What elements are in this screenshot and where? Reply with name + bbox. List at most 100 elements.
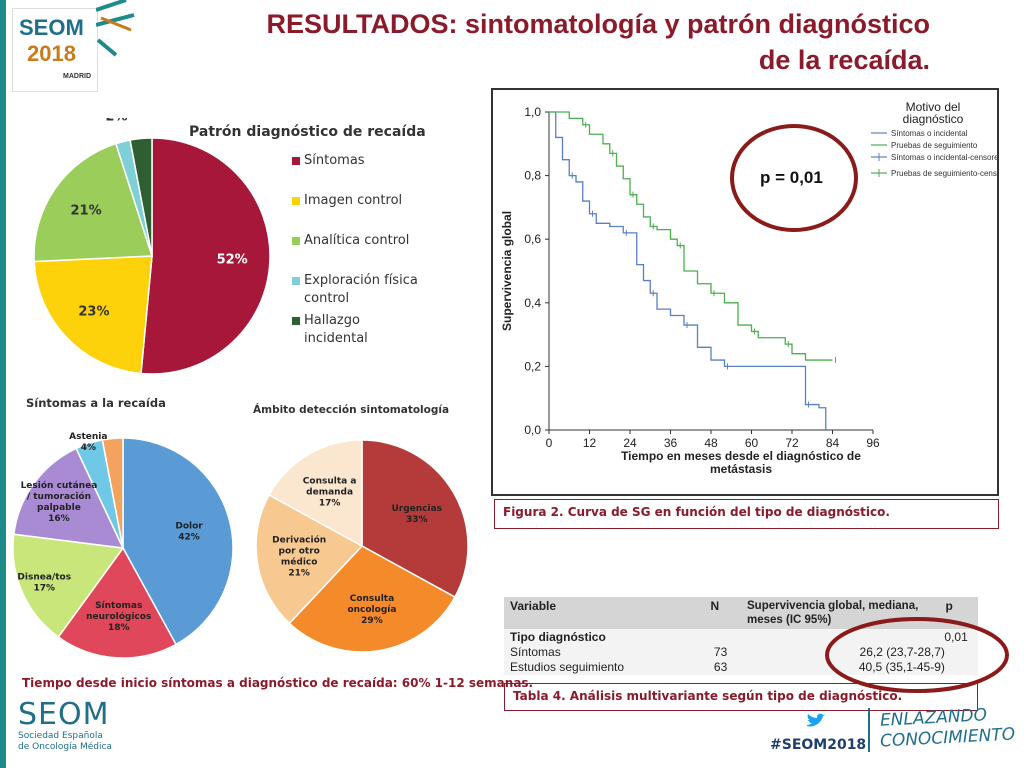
- km-line-sintomas-o-incidental: [549, 111, 827, 430]
- legend-swatch-exploracion-fisica-control: [292, 277, 300, 285]
- twitter-icon: [807, 713, 826, 727]
- symptoms-pie-chart: Dolor 42% Síntomas neurológicos 18% Disnea/to…: [12, 431, 234, 659]
- x-tick-label: 24: [623, 436, 637, 450]
- y-tick-label: 0,0: [524, 423, 541, 437]
- pie-label-disnea-tos: Disnea/tos 17%: [17, 572, 71, 593]
- pie-label-hallazgo-incidental: 3%: [128, 118, 150, 120]
- footer-divider: [868, 708, 870, 752]
- setting-pie-chart: Urgencias 33% Consulta oncología 29% Derivaci…: [255, 439, 469, 653]
- table-header-sg: Supervivencia global, mediana, meses (IC…: [747, 600, 919, 626]
- slide-title-line2: de la recaída.: [758, 45, 930, 75]
- x-axis-label: Tiempo en meses desde el diagnóstico de m…: [621, 449, 861, 476]
- pie-label-consulta-a-demanda: Consulta a demanda 17%: [303, 476, 357, 508]
- table-row-n: 63: [713, 660, 728, 674]
- pie-label-exploracion-fisica-control: 2%: [106, 118, 128, 124]
- pie-slice-lesion-cutanea-tumoracion-palpable: [13, 447, 125, 549]
- x-tick-label: 60: [745, 436, 759, 450]
- table-caption: Tabla 4. Análisis multivariante según ti…: [504, 683, 978, 711]
- table-row-sg: 26,2 (23,7-28,7): [859, 645, 945, 659]
- legend-item-exploracion-fisica-control: Exploración física control: [304, 273, 418, 306]
- y-tick-label: 1,0: [524, 105, 541, 119]
- pie-label-imagen-control: 23%: [78, 304, 109, 319]
- footer-hashtag: #SEOM2018: [770, 737, 867, 753]
- pattern-chart-title: Patrón diagnóstico de recaída: [189, 124, 426, 140]
- km-legend-entry: Pruebas de seguimiento: [891, 141, 978, 150]
- setting-chart-title: Ámbito detección sintomatología: [253, 404, 450, 416]
- legend-item-analitica-control: Analítica control: [304, 233, 410, 248]
- table-row-label: Síntomas: [510, 645, 561, 659]
- slide-title: RESULTADOS: sintomatología y patrón diag…: [200, 6, 930, 78]
- legend-swatch-analitica-control: [292, 237, 300, 245]
- logo-city-text: MADRID: [63, 73, 91, 80]
- table-header-row: Variable N Supervivencia global, mediana…: [504, 597, 978, 629]
- legend-item-sintomas: Síntomas: [304, 153, 365, 168]
- table-group-label: Tipo diagnóstico: [510, 630, 606, 644]
- pattern-pie-chart: 52% 23% 21% 2%3%: [33, 118, 271, 375]
- table-row: Síntomas 73 26,2 (23,7-28,7): [504, 645, 978, 660]
- legend-item-hallazgo-incidental: Hallazgo incidental: [304, 313, 368, 346]
- x-tick-label: 48: [704, 436, 718, 450]
- km-legend-entry: Pruebas de seguimiento-censored: [891, 169, 997, 178]
- km-legend-entry: Síntomas o incidental-censored: [891, 153, 997, 162]
- y-axis-label: Supervivencia global: [500, 211, 514, 331]
- table-row: Estudios seguimiento 63 40,5 (35,1-45-9): [504, 660, 978, 675]
- pie-slice-derivacion-por-otro-medico: [255, 493, 364, 625]
- legend-swatch-sintomas: [292, 157, 300, 165]
- legend-item-imagen-control: Imagen control: [304, 193, 403, 208]
- symptoms-chart-title: Síntomas a la recaída: [26, 396, 166, 410]
- pie-slice-analitica-control: [33, 142, 154, 263]
- pie-slice-sintomas: [140, 137, 271, 375]
- km-legend-entry: Síntomas o incidental: [891, 129, 968, 138]
- pie-slice-hallazgo-incidental: [129, 137, 153, 257]
- pie-label-consulta-oncologia: Consulta oncología 29%: [347, 593, 396, 625]
- pie-label-lesion-cutanea-tumoracion-palpable: Lesión cutánea / tumoración palpable 16%: [21, 479, 98, 523]
- pie-slice-imagen-control: [33, 255, 153, 375]
- left-accent-bar: [0, 0, 6, 768]
- seom-2018-logo: SEOM 2018 MADRID: [12, 8, 98, 92]
- pie-label-derivacion-por-otro-medico: Derivación por otro médico 21%: [272, 534, 326, 578]
- km-figure-frame: [491, 88, 999, 496]
- footer-org-sub2: de Oncología Médica: [18, 742, 112, 752]
- pie-label-analitica-control: 21%: [71, 203, 102, 218]
- x-tick-label: 12: [583, 436, 597, 450]
- pie-label-sintomas: 52%: [217, 252, 248, 267]
- x-tick-label: 96: [866, 436, 880, 450]
- pie-label-dolor: Dolor 42%: [175, 521, 203, 542]
- table-row-label: Estudios seguimiento: [510, 660, 625, 674]
- y-tick-label: 0,2: [524, 359, 541, 373]
- footer-org-name: SEOM: [18, 697, 110, 732]
- pvalue-label: p = 0,01: [760, 168, 823, 187]
- table-group-row: Tipo diagnóstico 0,01: [504, 629, 978, 645]
- km-legend-title: Motivo del diagnóstico: [903, 100, 964, 126]
- pie-label-sintomas-neurologicos: Síntomas neurológicos 18%: [86, 601, 151, 633]
- footer-org-sub1: Sociedad Española: [18, 731, 103, 741]
- pvalue-highlight-circle: [730, 124, 858, 232]
- survival-table: Variable N Supervivencia global, mediana…: [504, 597, 978, 675]
- table-row-n: 73: [713, 645, 728, 659]
- x-tick-label: 0: [546, 436, 553, 450]
- km-line-pruebas-de-seguimiento: [549, 111, 833, 361]
- legend-swatch-hallazgo-incidental: [292, 317, 300, 325]
- pie-label-astenia: Astenia 4%: [69, 431, 107, 452]
- km-survival-chart: 0,0 0,2 0,4 0,6 0,8 1,0 0 12 24 36 48 60 72 84 96 Super…: [500, 100, 997, 476]
- logo-seom-text: SEOM: [19, 15, 84, 40]
- pie-slice-disnea-tos: [12, 533, 125, 639]
- slide-title-line1: RESULTADOS: sintomatología y patrón diag…: [266, 9, 930, 39]
- table-header-n: N: [710, 599, 720, 613]
- table-row-sg: 40,5 (35,1-45-9): [858, 660, 945, 674]
- x-tick-label: 72: [785, 436, 799, 450]
- table-header-variable: Variable: [510, 599, 557, 613]
- y-tick-label: 0,6: [524, 232, 541, 246]
- pie-label-urgencias: Urgencias 33%: [391, 504, 442, 525]
- km-caption: Figura 2. Curva de SG en función del tip…: [494, 499, 999, 529]
- pie-slice-otros: [101, 437, 124, 549]
- pie-slice-dolor: [122, 437, 234, 646]
- table-header-p: p: [945, 599, 953, 613]
- time-note: Tiempo desde inicio síntomas a diagnósti…: [22, 676, 534, 690]
- pie-slice-consulta-oncologia: [288, 545, 456, 653]
- pie-slice-sintomas-neurologicos: [57, 546, 178, 659]
- logo-year-text: 2018: [27, 41, 76, 66]
- pie-slice-consulta-a-demanda: [268, 439, 363, 548]
- table-highlight-circle: [825, 617, 1009, 693]
- y-tick-label: 0,8: [524, 169, 541, 183]
